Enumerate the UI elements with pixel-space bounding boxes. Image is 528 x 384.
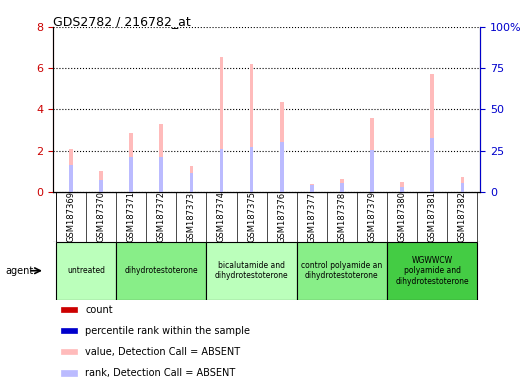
Bar (340, 183, 344, 192)
Bar (61, 371, 77, 376)
Bar (280, 102, 284, 192)
Text: GSM187374: GSM187374 (217, 192, 226, 242)
Bar (61, 307, 77, 312)
Bar (129, 133, 133, 192)
Bar (220, 149, 223, 192)
Text: GSM187382: GSM187382 (458, 192, 467, 242)
Bar (190, 174, 193, 192)
Bar (370, 118, 374, 192)
Text: GSM187369: GSM187369 (67, 192, 76, 242)
Text: GSM187371: GSM187371 (127, 192, 136, 242)
Bar (99, 180, 103, 192)
Text: GDS2782 / 216782_at: GDS2782 / 216782_at (53, 15, 191, 28)
Text: rank, Detection Call = ABSENT: rank, Detection Call = ABSENT (86, 368, 235, 378)
Text: percentile rank within the sample: percentile rank within the sample (86, 326, 250, 336)
Bar (190, 166, 193, 192)
Bar (387, 242, 477, 300)
Text: GSM187378: GSM187378 (337, 191, 346, 243)
Text: untreated: untreated (67, 266, 105, 275)
Text: bicalutamide and
dihydrotestoterone: bicalutamide and dihydrotestoterone (215, 261, 288, 280)
Text: count: count (86, 305, 113, 314)
Bar (129, 157, 133, 192)
Text: GSM187380: GSM187380 (398, 192, 407, 242)
Bar (430, 74, 434, 192)
Bar (460, 183, 464, 192)
Text: GSM187372: GSM187372 (157, 192, 166, 242)
Bar (56, 242, 116, 300)
Bar (220, 57, 223, 192)
Bar (400, 187, 404, 192)
Bar (61, 349, 77, 354)
Bar (206, 242, 297, 300)
Text: GSM187370: GSM187370 (97, 192, 106, 242)
Bar (310, 185, 314, 192)
Text: WGWWCW
polyamide and
dihydrotestoterone: WGWWCW polyamide and dihydrotestoterone (395, 256, 469, 286)
Text: value, Detection Call = ABSENT: value, Detection Call = ABSENT (86, 347, 240, 357)
Bar (116, 242, 206, 300)
Text: GSM187373: GSM187373 (187, 191, 196, 243)
Text: dihydrotestoterone: dihydrotestoterone (125, 266, 198, 275)
Bar (297, 242, 387, 300)
Text: control polyamide an
dihydrotestoterone: control polyamide an dihydrotestoterone (301, 261, 383, 280)
Bar (430, 138, 434, 192)
Bar (61, 328, 77, 333)
Text: GSM187381: GSM187381 (428, 192, 437, 242)
Bar (310, 184, 314, 192)
Bar (99, 171, 103, 192)
Bar (370, 150, 374, 192)
Bar (280, 142, 284, 192)
Text: GSM187379: GSM187379 (367, 192, 376, 242)
Bar (69, 149, 73, 192)
Bar (159, 157, 163, 192)
Bar (340, 179, 344, 192)
Bar (250, 64, 253, 192)
Bar (250, 147, 253, 192)
Bar (159, 124, 163, 192)
Text: GSM187376: GSM187376 (277, 191, 286, 243)
Bar (400, 182, 404, 192)
Bar (460, 177, 464, 192)
Bar (69, 165, 73, 192)
Text: agent: agent (5, 266, 34, 276)
Text: GSM187377: GSM187377 (307, 191, 316, 243)
Text: GSM187375: GSM187375 (247, 192, 256, 242)
